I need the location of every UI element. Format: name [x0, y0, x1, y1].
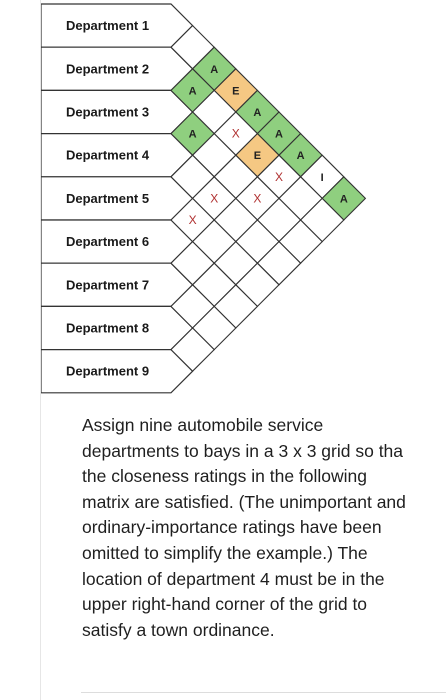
rel-cell-code: A [210, 64, 218, 76]
department-row: Department 4 [41, 133, 194, 178]
rel-cell [170, 327, 215, 372]
question-card: Department 1 Department 2 Department 3 Depa… [40, 0, 446, 700]
rel-cell-code: E [254, 150, 261, 162]
divider [81, 692, 446, 693]
department-row: Department 5 [41, 176, 194, 221]
department-row: Department 1 [41, 3, 194, 48]
department-label: Department 9 [66, 364, 149, 379]
department-row: Department 9 [41, 349, 194, 394]
rel-cell-code: E [232, 85, 239, 97]
rel-cell-code: X [189, 213, 197, 227]
department-label: Department 5 [66, 191, 149, 206]
department-label: Department 6 [66, 234, 149, 249]
department-label: Department 2 [66, 61, 149, 76]
department-row: Department 6 [41, 219, 194, 264]
rel-cell-code: X [275, 170, 283, 184]
department-label: Department 4 [66, 148, 150, 163]
relationship-chart: Department 1 Department 2 Department 3 Depa… [41, 3, 367, 394]
department-label: Department 7 [66, 277, 149, 292]
rel-cell-diamond [170, 327, 215, 372]
rel-cell-code: X [210, 191, 218, 205]
rel-cell-code: A [253, 107, 261, 119]
rel-cell-code: A [340, 193, 348, 205]
rel-cell-code: X [232, 127, 240, 141]
rel-cell-code: A [275, 129, 283, 141]
department-row: Department 8 [41, 305, 194, 351]
department-row: Department 7 [41, 262, 194, 307]
department-row-box [41, 349, 194, 394]
rel-cell-code: A [297, 150, 305, 162]
department-label: Department 8 [66, 321, 149, 336]
rel-cell-code: A [189, 129, 197, 141]
rel-cell-code: I [321, 172, 324, 184]
rel-cell-code: A [189, 85, 197, 97]
department-label: Department 1 [66, 18, 149, 33]
department-label: Department 3 [66, 105, 149, 120]
rel-cell-code: X [253, 191, 261, 205]
department-row: Department 2 [41, 46, 194, 92]
department-row: Department 3 [41, 89, 194, 135]
problem-description: Assign nine automobile service departmen… [82, 415, 406, 640]
